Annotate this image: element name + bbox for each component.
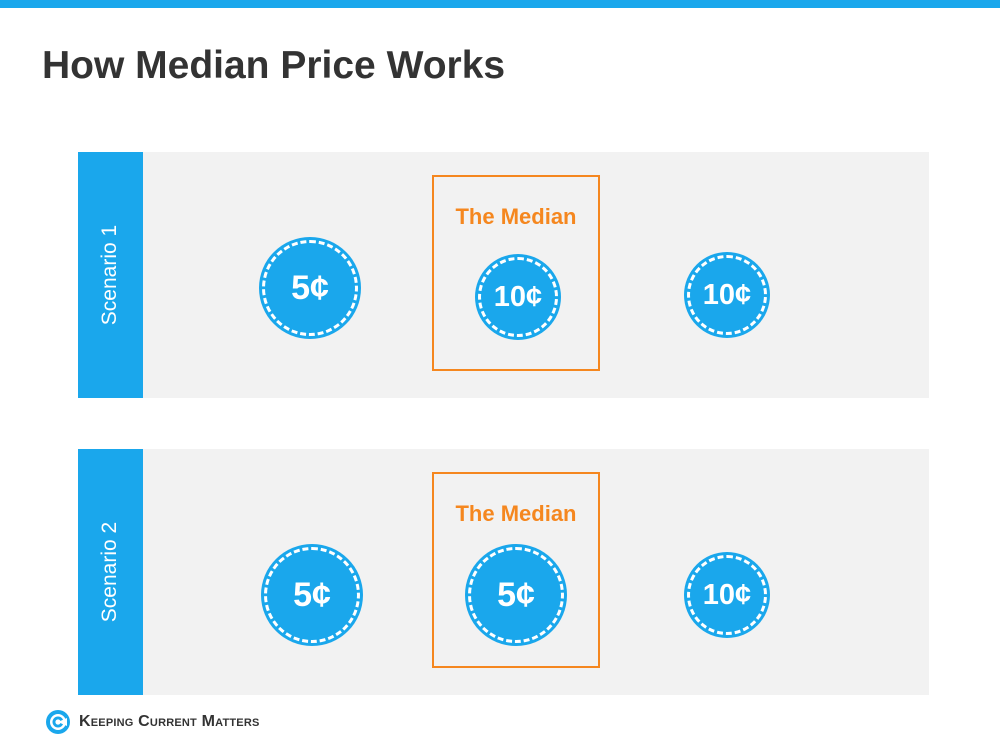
- scenario-1-tab: Scenario 1: [78, 152, 143, 398]
- scenario-1-coin-3: 10¢: [684, 252, 770, 338]
- scenario-2-coin-2-value: 5¢: [497, 575, 535, 614]
- scenario-1-label: Scenario 1: [98, 224, 121, 326]
- scenario-2-coin-1: 5¢: [261, 544, 363, 646]
- kcm-logo: Keeping Current Matters: [45, 708, 260, 736]
- kcm-swirl-icon: [46, 710, 70, 734]
- scenario-2-median-label: The Median: [455, 501, 577, 526]
- scenario-2-coin-2: 5¢: [465, 544, 567, 646]
- scenario-2-median-box: The Median: [432, 472, 600, 668]
- logo-text: Keeping Current Matters: [79, 713, 260, 730]
- page-title: How Median Price Works: [42, 44, 506, 87]
- scenario-1-coin-2: 10¢: [475, 254, 561, 340]
- scenario-1-median-label: The Median: [455, 204, 577, 229]
- scenario-1-coin-1-value: 5¢: [291, 268, 329, 307]
- scenario-2-label: Scenario 2: [98, 521, 121, 623]
- scenario-1-coin-3-value: 10¢: [702, 278, 752, 311]
- scenario-2-coin-1-value: 5¢: [293, 575, 331, 614]
- top-accent-bar: [0, 0, 1000, 8]
- scenario-1-median-box: The Median: [432, 175, 600, 371]
- scenario-1-coin-2-value: 10¢: [493, 280, 543, 313]
- scenario-1-panel: Scenario 1 The Median 5¢ 10¢ 10¢: [78, 152, 929, 398]
- scenario-2-coin-3-value: 10¢: [702, 578, 752, 611]
- scenario-2-panel: Scenario 2 The Median 5¢ 5¢ 10¢: [78, 449, 929, 695]
- scenario-1-coin-1: 5¢: [259, 237, 361, 339]
- scenario-2-coin-3: 10¢: [684, 552, 770, 638]
- scenario-2-tab: Scenario 2: [78, 449, 143, 695]
